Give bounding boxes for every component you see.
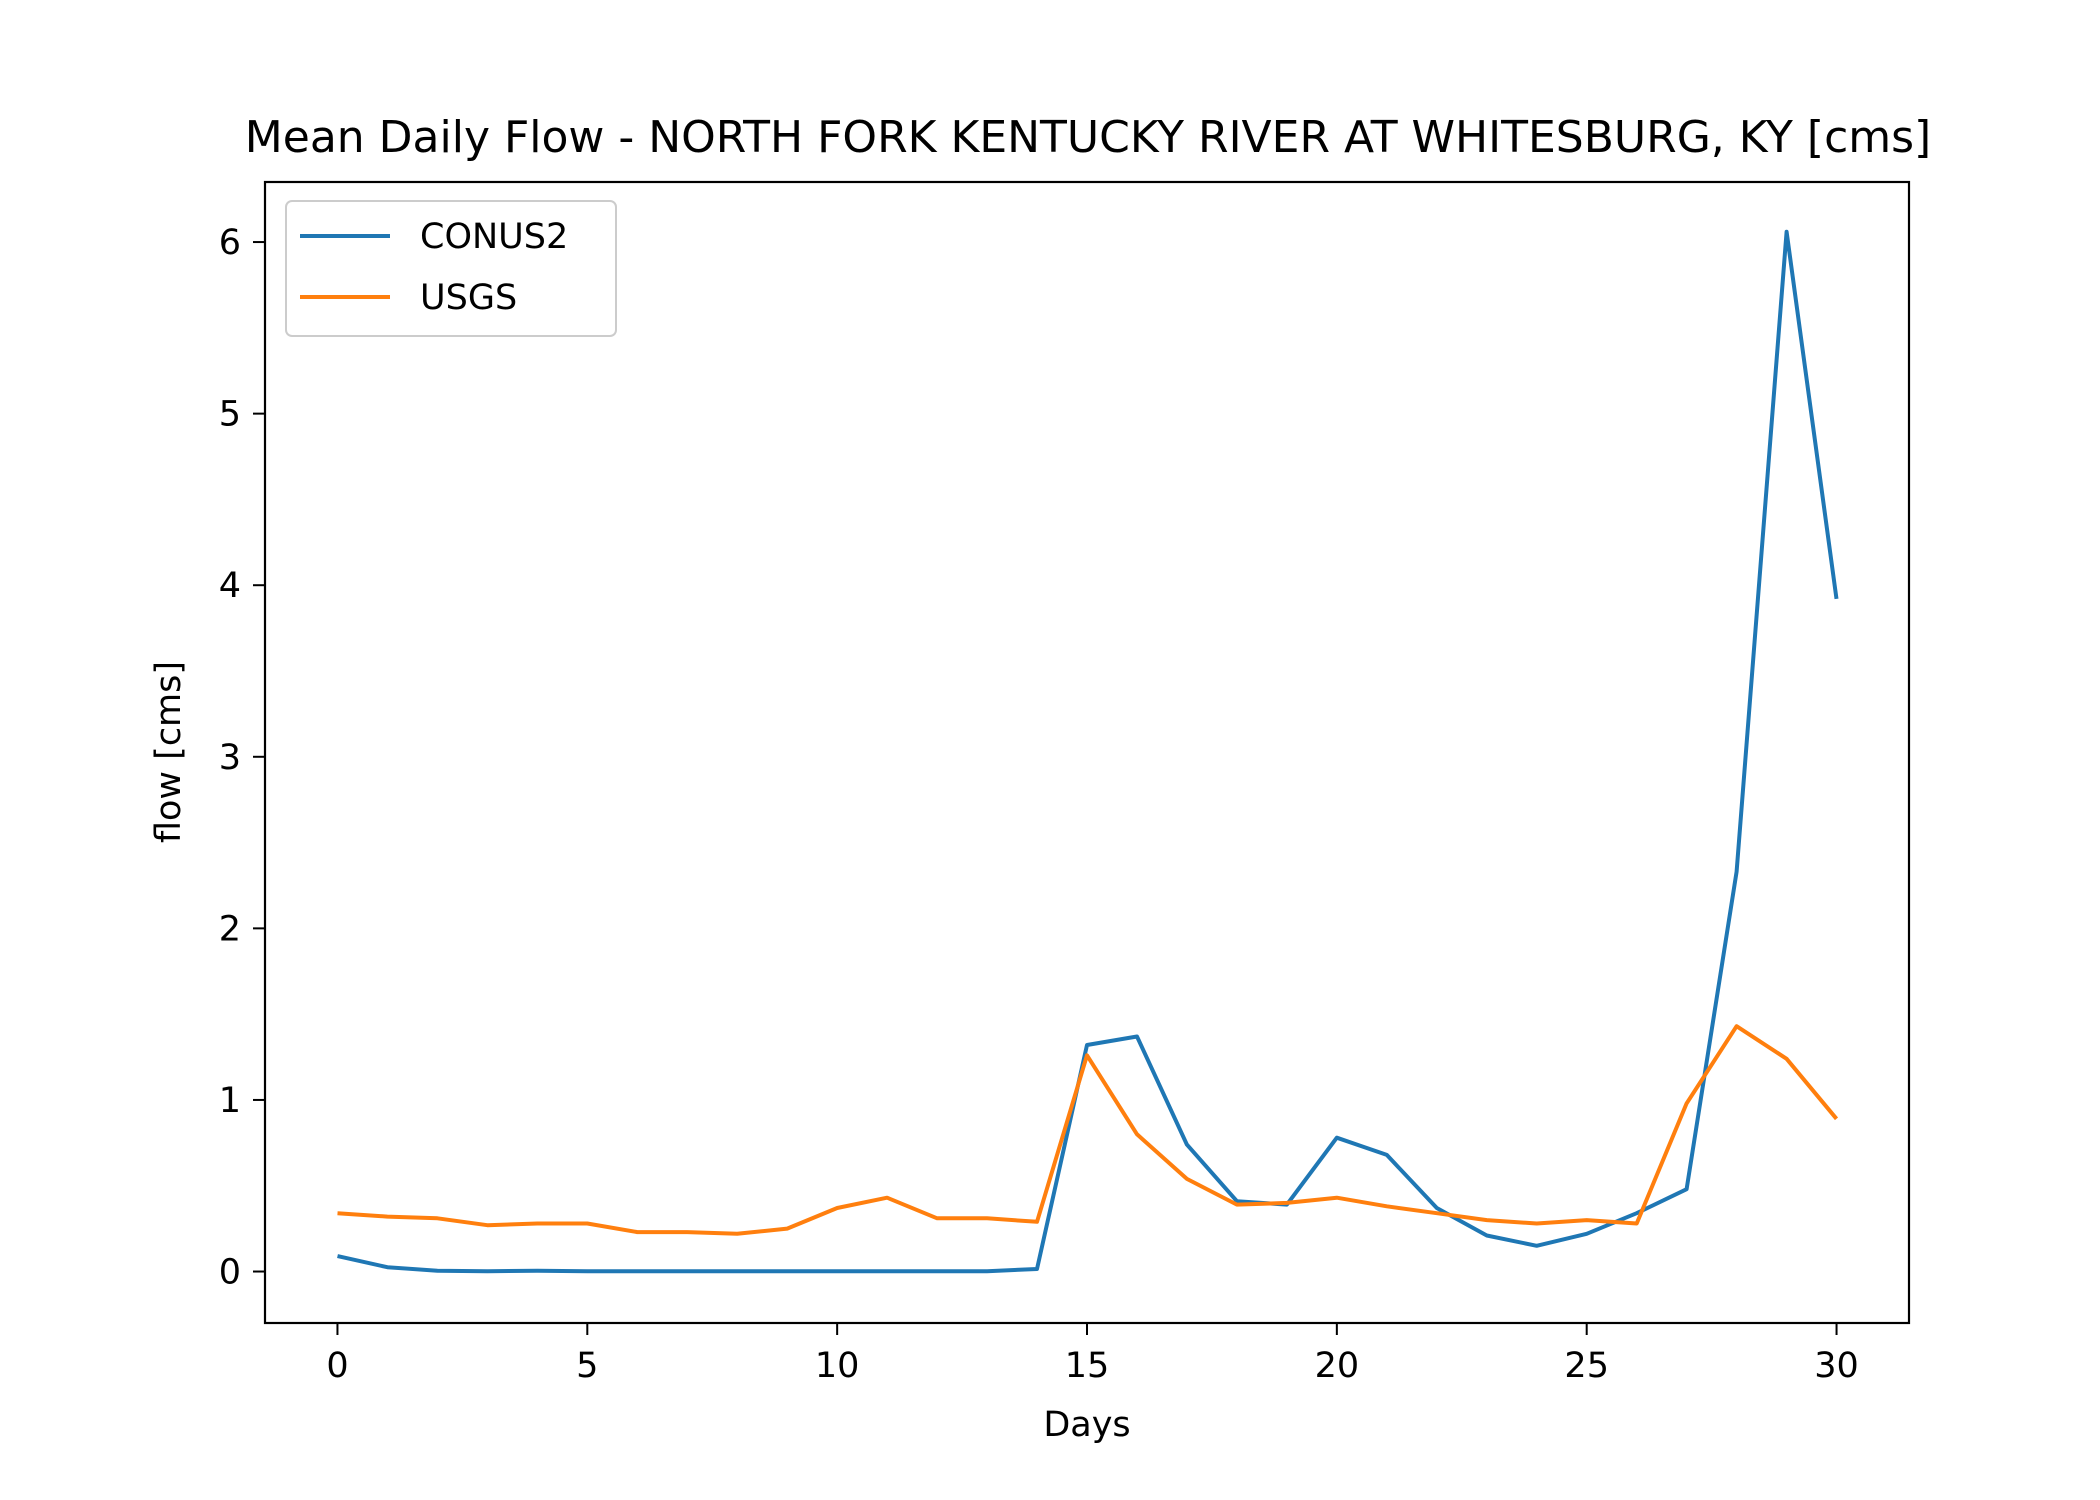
y-tick-label: 0 [219, 1253, 241, 1293]
legend-label-conus2: CONUS2 [420, 217, 568, 257]
y-tick-label: 5 [219, 395, 241, 435]
x-tick-label: 25 [1564, 1346, 1609, 1386]
y-axis-ticks: 0 1 2 3 4 5 6 [219, 223, 265, 1293]
y-tick-label: 6 [219, 223, 241, 263]
series-line-conus2 [337, 229, 1839, 1274]
series-line-usgs [337, 1024, 1839, 1236]
x-axis-label: Days [1043, 1405, 1130, 1445]
x-axis-ticks: 0 5 10 15 20 25 30 [326, 1323, 1859, 1386]
y-axis-label: flow [cms] [149, 661, 189, 843]
series-lines [337, 229, 1839, 1274]
chart-title: Mean Daily Flow - NORTH FORK KENTUCKY RI… [245, 112, 1931, 163]
legend: CONUS2 USGS [285, 200, 617, 337]
x-tick-label: 5 [576, 1346, 598, 1386]
x-tick-label: 20 [1315, 1346, 1360, 1386]
x-tick-label: 10 [815, 1346, 860, 1386]
x-tick-label: 30 [1814, 1346, 1859, 1386]
x-tick-label: 15 [1065, 1346, 1110, 1386]
plot-area [263, 180, 1911, 1325]
x-tick-label: 0 [326, 1346, 348, 1386]
y-tick-label: 3 [219, 738, 241, 778]
y-tick-label: 2 [219, 909, 241, 949]
legend-label-usgs: USGS [420, 278, 517, 318]
y-tick-label: 1 [219, 1081, 241, 1121]
y-tick-label: 4 [219, 566, 241, 606]
